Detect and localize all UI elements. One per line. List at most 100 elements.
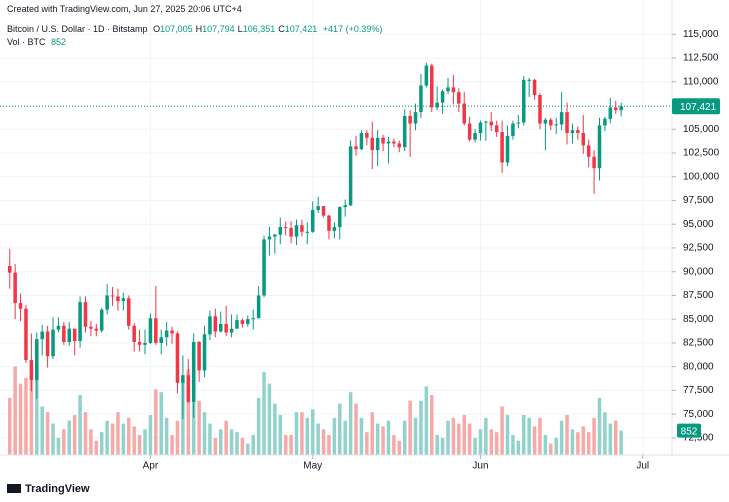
candle-body: [202, 334, 207, 371]
volume-bar: [332, 417, 337, 455]
y-tick-label: 97,500: [683, 195, 714, 206]
volume-bar: [505, 415, 510, 455]
volume-bar: [159, 392, 163, 455]
candle-body: [67, 328, 72, 342]
volume-bar: [511, 435, 515, 455]
candle-body: [78, 302, 82, 342]
volume-bar: [24, 377, 28, 455]
volume-bar: [570, 429, 575, 455]
volume-bar: [338, 403, 342, 455]
candle-body: [208, 316, 212, 335]
candle-body: [229, 328, 234, 333]
volume-bar: [343, 420, 347, 455]
candle-body: [494, 125, 499, 133]
ohlc-value: 107,421: [284, 24, 318, 34]
volume-bar: [235, 432, 239, 455]
change: +417 (+0.39%): [322, 24, 383, 34]
volume-bar: [446, 420, 450, 455]
candle-body: [116, 296, 120, 302]
last-price-label: 107,421: [680, 102, 717, 113]
volume-bar: [516, 440, 521, 455]
volume-bar: [262, 372, 266, 455]
volume-bar: [576, 432, 580, 455]
volume-value: 852: [51, 37, 67, 47]
candle-body: [289, 228, 293, 237]
candle-body: [294, 225, 299, 237]
candle-body: [532, 79, 537, 96]
candle-body: [89, 326, 93, 329]
volume-bar: [451, 417, 456, 455]
volume-bar: [197, 400, 201, 455]
candle-body: [327, 215, 331, 231]
ohlc-key: H: [195, 24, 203, 34]
brand-logo: [7, 484, 21, 493]
axes: 72,500 75,000 77,500 80,000 82,500 85,000 87,5…: [0, 0, 729, 472]
volume-bar: [154, 389, 158, 455]
volume-bar: [56, 437, 61, 455]
candle-body: [13, 272, 17, 304]
volume-bar: [608, 423, 613, 455]
candle-body: [18, 303, 23, 309]
candle-body: [603, 118, 607, 126]
candle-body: [543, 119, 548, 124]
candle-body: [419, 85, 423, 113]
volume-bar: [413, 417, 418, 455]
volume-bar: [143, 429, 147, 455]
volume-bar: [527, 417, 531, 455]
y-tick-label: 102,500: [683, 148, 720, 159]
candle-body: [35, 339, 39, 380]
candle-body: [300, 225, 304, 232]
candle-body: [246, 319, 250, 324]
volume-bar: [164, 417, 169, 455]
volume-bar: [597, 397, 602, 455]
created-note: Created with TradingView.com, Jun 27, 20…: [7, 4, 242, 14]
volume-bar: [127, 417, 131, 455]
candle-body: [570, 130, 575, 134]
candle-body: [159, 337, 163, 343]
candle-body: [94, 328, 99, 331]
volume-bar: [72, 415, 77, 455]
candle-body: [484, 121, 488, 123]
candle-body: [170, 330, 174, 334]
volume-bar: [521, 415, 526, 455]
y-tick-label: 75,000: [683, 409, 714, 420]
candle-body: [24, 308, 28, 361]
volume-bar: [327, 435, 331, 455]
candle-body: [164, 330, 169, 338]
x-tick-label: Apr: [143, 461, 159, 472]
candle-body: [218, 323, 223, 332]
volume-bar: [316, 423, 320, 455]
candle-body: [549, 119, 553, 126]
volume-bar: [89, 429, 93, 455]
volume-bar: [554, 437, 558, 455]
volume-bar: [208, 423, 212, 455]
candle-body: [440, 91, 445, 103]
volume-title: Vol · BTC: [7, 37, 46, 47]
candle-body: [148, 318, 153, 343]
candle-body: [348, 146, 353, 206]
candle-body: [181, 375, 185, 383]
candle-body: [132, 325, 136, 342]
candle-body: [586, 145, 591, 157]
volume-bar: [132, 426, 136, 455]
candle-body: [235, 320, 239, 329]
candle-body: [516, 122, 521, 124]
last-price-box: [672, 98, 720, 115]
volume-bar: [45, 412, 50, 455]
volume-bar: [13, 366, 17, 455]
brand: TradingView: [25, 483, 90, 495]
volume-bar: [94, 440, 99, 455]
candle-body: [110, 295, 115, 297]
candle-body: [262, 239, 266, 296]
volume-bar: [224, 420, 228, 455]
volume-bar: [484, 417, 488, 455]
y-tick-label: 95,000: [683, 219, 714, 230]
candle-body: [83, 302, 88, 327]
y-tick-label: 85,000: [683, 314, 714, 325]
candle-body: [45, 331, 50, 357]
volume-bar: [240, 437, 245, 455]
volume-bar: [35, 372, 39, 455]
candle-body: [175, 333, 180, 383]
